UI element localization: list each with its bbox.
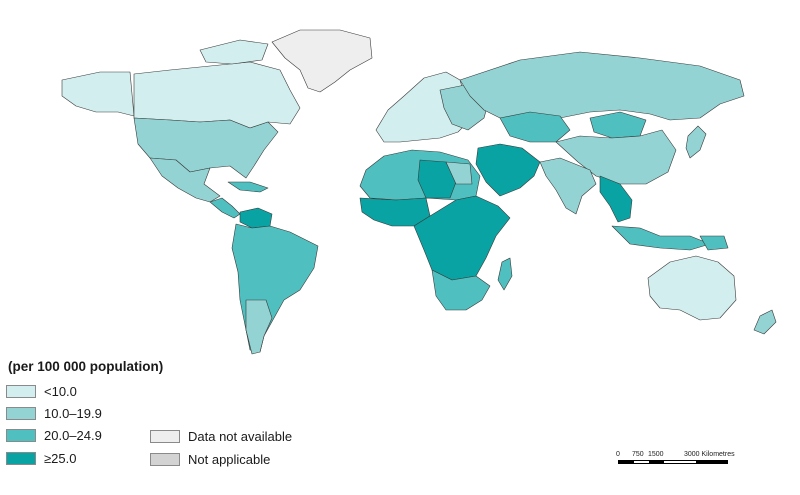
greenland: [271, 29, 373, 93]
southeast-asia: [599, 175, 633, 223]
legend-item-10-19: 10.0–19.9: [6, 405, 102, 421]
legend-swatch-ge25: [6, 451, 36, 465]
west-africa: [359, 197, 431, 227]
legend-swatch-data-not-available: [150, 429, 180, 443]
alaska: [61, 71, 135, 117]
legend-item-ge25: ≥25.0: [6, 450, 76, 466]
legend-item-20-24: 20.0–24.9: [6, 427, 102, 443]
madagascar: [497, 257, 513, 291]
papua-new-guinea: [699, 235, 729, 251]
scale-tick-750: 750: [632, 451, 644, 458]
scale-bar: 0 750 1500 3000 Kilometres: [616, 451, 736, 475]
mexico: [149, 157, 221, 203]
new-zealand: [753, 309, 777, 335]
legend-label-lt10: <10.0: [44, 383, 77, 399]
legend-item-lt10: <10.0: [6, 383, 77, 399]
scale-tick-1500: 1500: [648, 451, 664, 458]
legend-swatch-20-24: [6, 428, 36, 442]
middle-east: [475, 143, 541, 197]
southern-africa: [431, 269, 491, 311]
arctic-islands: [199, 39, 269, 65]
legend-item-data-not-available: Data not available: [150, 428, 292, 444]
japan: [685, 125, 707, 159]
legend-swatch-10-19: [6, 406, 36, 420]
central-america: [209, 197, 241, 219]
argentina: [245, 299, 273, 355]
legend-swatch-not-applicable: [150, 452, 180, 466]
legend-label-10-19: 10.0–19.9: [44, 405, 102, 421]
scale-bar-graphic: [618, 460, 728, 464]
scale-tick-0: 0: [616, 451, 620, 458]
legend-label-20-24: 20.0–24.9: [44, 427, 102, 443]
india: [539, 157, 597, 215]
indonesia: [611, 225, 711, 251]
china: [555, 129, 677, 185]
legend-label-not-applicable: Not applicable: [188, 451, 271, 467]
australia: [647, 255, 737, 321]
scale-tick-3000: 3000 Kilometres: [684, 451, 735, 458]
venezuela: [239, 207, 273, 229]
egypt: [445, 161, 473, 185]
south-america: [231, 223, 319, 353]
canada: [133, 61, 301, 129]
caribbean: [227, 181, 269, 193]
legend-label-ge25: ≥25.0: [44, 450, 77, 466]
legend-item-not-applicable: Not applicable: [150, 451, 270, 467]
legend-label-data-not-available: Data not available: [188, 428, 293, 444]
kazakhstan: [499, 111, 571, 143]
mongolia: [589, 111, 647, 139]
legend-title: (per 100 000 population): [8, 359, 164, 374]
russia: [459, 51, 745, 123]
legend-swatch-lt10: [6, 384, 36, 398]
